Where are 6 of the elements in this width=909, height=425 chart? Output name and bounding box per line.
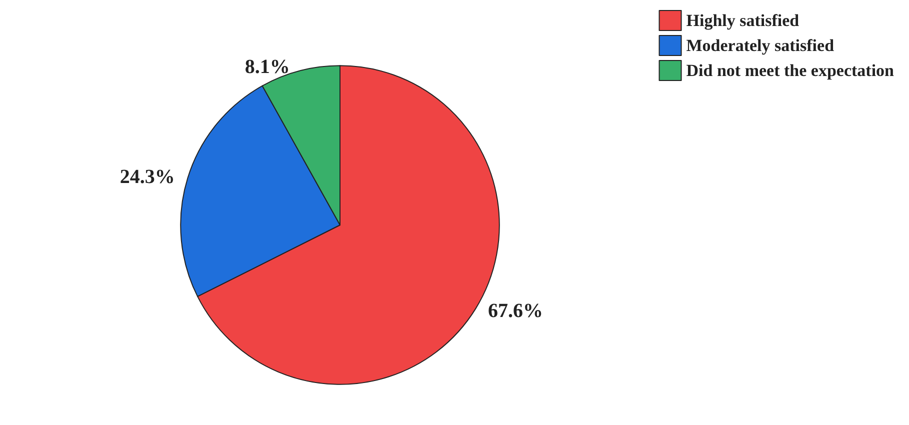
- data-label: 67.6%: [488, 300, 544, 322]
- legend-label: Highly satisfied: [686, 11, 800, 30]
- legend-label: Did not meet the expectation: [686, 61, 895, 80]
- data-label: 24.3%: [120, 166, 175, 188]
- legend-label: Moderately satisfied: [686, 36, 835, 55]
- data-label: 8.1%: [244, 56, 290, 78]
